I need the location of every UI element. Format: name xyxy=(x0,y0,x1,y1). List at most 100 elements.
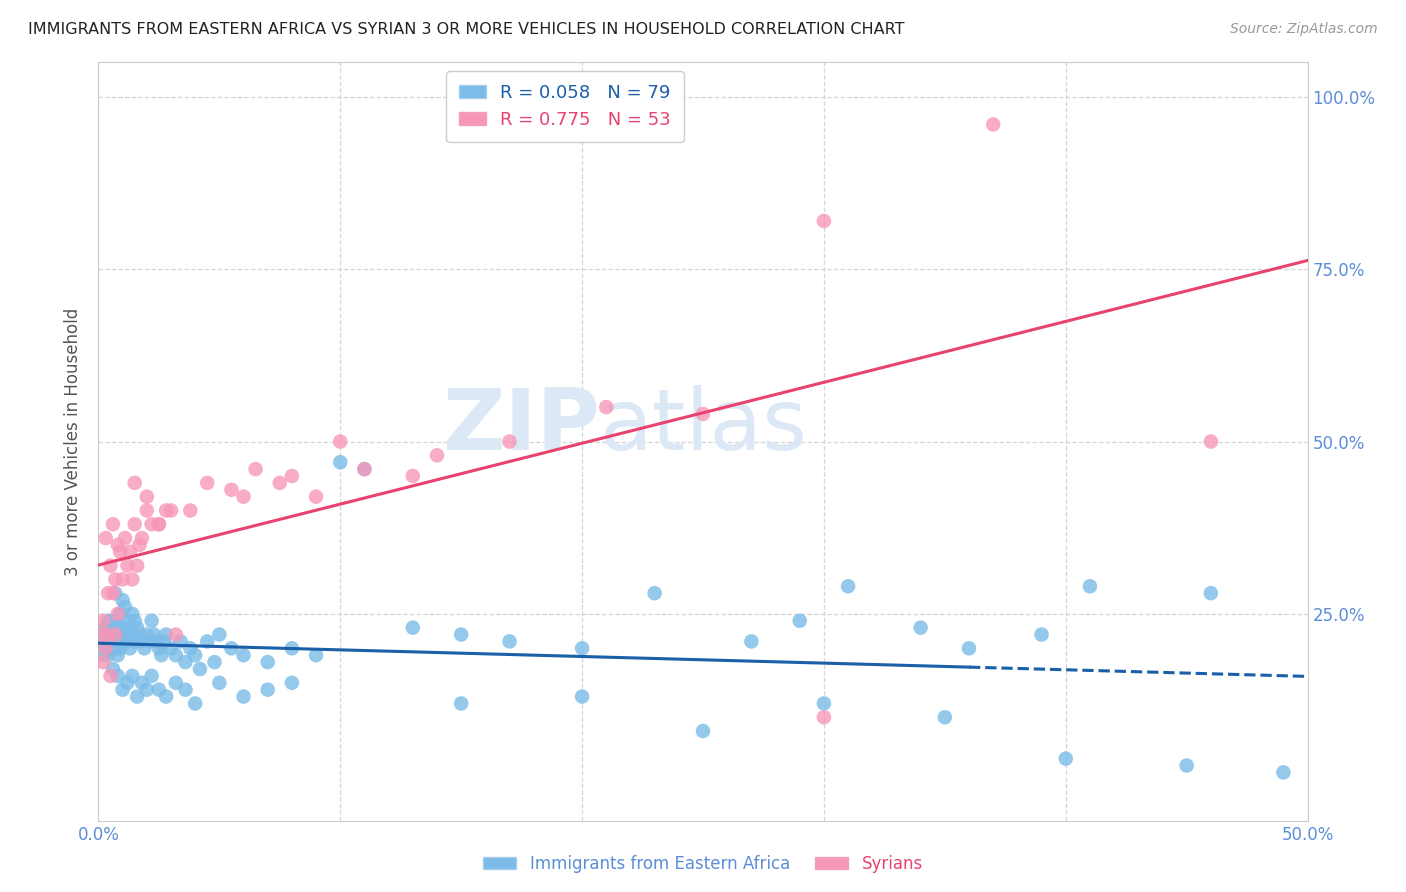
Point xyxy=(128,627,150,641)
Point xyxy=(329,434,352,449)
Point xyxy=(107,621,129,635)
Point xyxy=(281,675,304,690)
Point xyxy=(117,614,139,628)
Text: atlas: atlas xyxy=(600,384,808,468)
Point xyxy=(107,634,129,648)
Point xyxy=(145,634,167,648)
Point xyxy=(957,641,980,656)
Point xyxy=(100,669,122,683)
Point xyxy=(1175,758,1198,772)
Point xyxy=(107,648,129,663)
Point xyxy=(121,669,143,683)
Point xyxy=(232,490,254,504)
Point xyxy=(789,614,811,628)
Point xyxy=(90,627,112,641)
Point xyxy=(100,634,122,648)
Point xyxy=(208,627,231,641)
Point xyxy=(155,503,177,517)
Point xyxy=(155,627,177,641)
Point xyxy=(281,469,304,483)
Point xyxy=(135,627,157,641)
Point xyxy=(124,614,146,628)
Point xyxy=(127,690,149,704)
Point xyxy=(245,462,267,476)
Point xyxy=(402,621,425,635)
Point xyxy=(148,641,170,656)
Legend: Immigrants from Eastern Africa, Syrians: Immigrants from Eastern Africa, Syrians xyxy=(477,848,929,880)
Point xyxy=(269,475,291,490)
Point xyxy=(117,675,139,690)
Point xyxy=(117,558,139,573)
Point xyxy=(813,214,835,228)
Point xyxy=(94,641,117,656)
Point xyxy=(148,517,170,532)
Point xyxy=(595,400,617,414)
Point xyxy=(353,462,375,476)
Point xyxy=(981,118,1004,132)
Point xyxy=(118,641,141,656)
Point xyxy=(104,573,127,587)
Point xyxy=(498,434,520,449)
Point xyxy=(134,641,156,656)
Point xyxy=(571,641,593,656)
Point xyxy=(148,517,170,532)
Point xyxy=(1031,627,1053,641)
Point xyxy=(91,614,114,628)
Point xyxy=(1199,434,1222,449)
Point xyxy=(118,621,141,635)
Point xyxy=(117,634,139,648)
Point xyxy=(111,634,134,648)
Point xyxy=(104,586,127,600)
Point xyxy=(127,558,149,573)
Point xyxy=(143,627,166,641)
Point xyxy=(135,503,157,517)
Point xyxy=(195,634,218,648)
Point xyxy=(692,407,714,421)
Point xyxy=(195,475,218,490)
Point xyxy=(256,655,278,669)
Point xyxy=(160,641,183,656)
Point xyxy=(837,579,859,593)
Point xyxy=(101,614,124,628)
Point xyxy=(104,627,127,641)
Point xyxy=(150,648,173,663)
Point xyxy=(97,586,120,600)
Point xyxy=(135,682,157,697)
Point xyxy=(114,531,136,545)
Point xyxy=(94,641,117,656)
Point xyxy=(208,675,231,690)
Y-axis label: 3 or more Vehicles in Household: 3 or more Vehicles in Household xyxy=(65,308,83,575)
Point xyxy=(124,634,146,648)
Point xyxy=(141,517,163,532)
Point xyxy=(692,724,714,739)
Point xyxy=(94,621,117,635)
Point xyxy=(107,669,129,683)
Point xyxy=(450,697,472,711)
Point xyxy=(111,593,134,607)
Point xyxy=(402,469,425,483)
Point xyxy=(644,586,666,600)
Point xyxy=(97,627,120,641)
Point xyxy=(118,545,141,559)
Point xyxy=(104,641,127,656)
Point xyxy=(1078,579,1101,593)
Point xyxy=(174,655,197,669)
Point xyxy=(114,599,136,614)
Point xyxy=(104,627,127,641)
Point xyxy=(124,517,146,532)
Point xyxy=(108,607,131,621)
Point xyxy=(281,641,304,656)
Point xyxy=(1054,751,1077,765)
Point xyxy=(97,614,120,628)
Point xyxy=(256,682,278,697)
Point xyxy=(910,621,932,635)
Point xyxy=(188,662,211,676)
Point xyxy=(131,634,153,648)
Text: IMMIGRANTS FROM EASTERN AFRICA VS SYRIAN 3 OR MORE VEHICLES IN HOUSEHOLD CORRELA: IMMIGRANTS FROM EASTERN AFRICA VS SYRIAN… xyxy=(28,22,904,37)
Point xyxy=(174,682,197,697)
Point xyxy=(97,627,120,641)
Point xyxy=(91,648,114,663)
Text: ZIP: ZIP xyxy=(443,384,600,468)
Point xyxy=(353,462,375,476)
Point xyxy=(94,531,117,545)
